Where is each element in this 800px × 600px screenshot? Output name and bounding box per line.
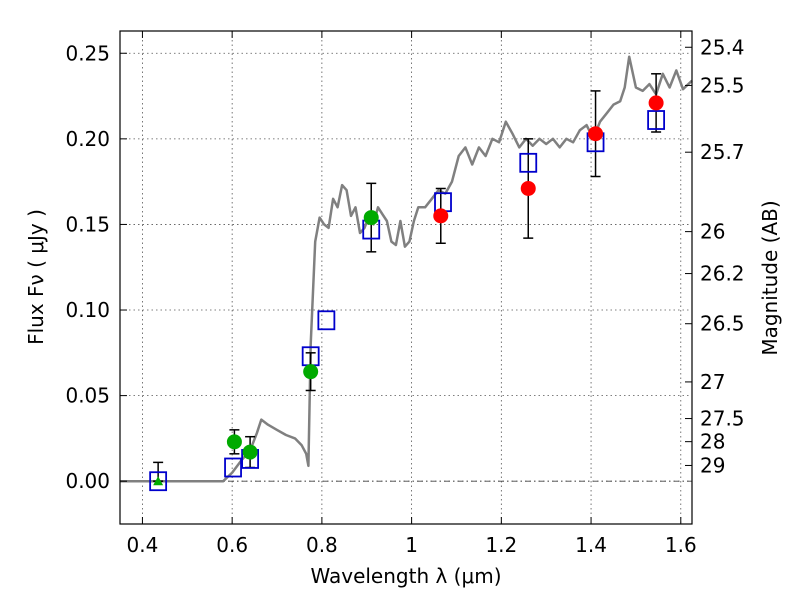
x-tick-label: 0.4	[127, 533, 159, 557]
x-tick-label: 0.6	[216, 533, 248, 557]
plot-frame	[119, 30, 693, 525]
grid	[120, 31, 692, 524]
right-tick-label: 29	[700, 453, 725, 477]
observed-flux-point	[520, 180, 536, 196]
observed-flux-point	[433, 208, 449, 224]
model-square-point	[434, 192, 452, 213]
observed-flux-point	[226, 434, 242, 450]
right-tick-label: 28	[700, 430, 725, 454]
x-axis: 0.4 0.6 0.8 1 1.2 1.4 1.6	[127, 31, 697, 557]
observed-flux-point	[242, 444, 258, 460]
x-tick-label: 1	[405, 533, 418, 557]
observed-flux-point	[363, 210, 379, 226]
right-axis-title: Magnitude (AB)	[758, 200, 782, 355]
observed-flux-point	[303, 364, 319, 380]
x-tick-label: 0.8	[306, 533, 338, 557]
right-tick-label: 27.5	[700, 407, 745, 431]
x-tick-label: 1.4	[575, 533, 607, 557]
right-tick-label: 26	[700, 220, 725, 244]
y-tick-label: 0.05	[65, 384, 110, 408]
right-tick-label: 25.5	[700, 73, 745, 97]
model-square-point	[224, 457, 242, 478]
observed-flux-point	[588, 126, 604, 142]
right-tick-label: 25.7	[700, 140, 745, 164]
y-axis: 0.00 0.05 0.10 0.15 0.20 0.25	[65, 41, 127, 493]
model-square-point	[149, 471, 168, 492]
y-tick-label: 0.25	[65, 41, 110, 65]
model-square-point	[519, 152, 538, 173]
right-tick-label: 26.2	[700, 262, 745, 286]
x-tick-label: 1.6	[665, 533, 697, 557]
right-tick-label: 26.5	[700, 312, 745, 336]
observed-flux-point	[648, 95, 664, 111]
model-square-point	[647, 110, 666, 130]
x-axis-title: Wavelength λ (μm)	[310, 564, 501, 588]
x-tick-label: 1.2	[485, 533, 517, 557]
upper-limit-triangle	[153, 476, 164, 486]
y-tick-label: 0.10	[65, 298, 110, 322]
y-tick-label: 0.15	[65, 212, 110, 236]
model-spectrum-line	[120, 55, 693, 483]
model-square-point	[317, 310, 336, 331]
right-tick-label: 25.4	[700, 35, 745, 59]
plot-area	[120, 55, 693, 492]
y-tick-label: 0.20	[65, 127, 110, 151]
y-tick-label: 0.00	[65, 469, 110, 493]
y-axis-title: Flux Fν ( μJy )	[24, 209, 48, 345]
right-tick-label: 27	[700, 370, 725, 394]
